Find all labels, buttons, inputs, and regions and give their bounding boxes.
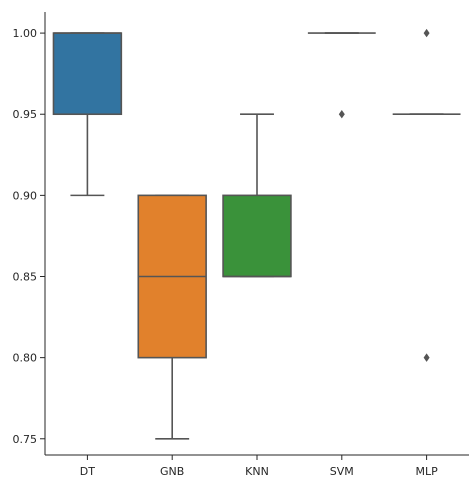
y-tick-label: 0.75 [13, 433, 38, 446]
outlier-svm-0 [338, 110, 345, 119]
box-knn [222, 113, 292, 278]
y-tick-label: 0.85 [13, 271, 38, 284]
box-dt [52, 32, 123, 197]
outlier-mlp-1 [423, 353, 430, 362]
box-rect-knn [222, 194, 292, 278]
outlier-mlp-0 [423, 28, 430, 38]
y-axis: 0.75 0.80 0.85 0.90 0.95 1.00 [13, 12, 46, 455]
y-tick-label: 0.95 [13, 108, 38, 121]
y-tick-label: 0.80 [13, 352, 38, 365]
box-gnb [137, 194, 207, 440]
x-tick-label-knn: KNN [245, 465, 269, 478]
box-svm [307, 32, 376, 119]
x-axis: DT GNB KNN SVM MLP [45, 454, 469, 478]
x-tick-label-dt: DT [80, 465, 95, 478]
x-tick-label-svm: SVM [330, 465, 354, 478]
x-tick-label-gnb: GNB [160, 465, 184, 478]
y-tick-label: 1.00 [13, 27, 38, 40]
x-tick-label-mlp: MLP [415, 465, 438, 478]
box-rect-dt [52, 32, 123, 116]
y-tick-label: 0.90 [13, 189, 38, 202]
plot-area [52, 28, 461, 440]
box-mlp [392, 28, 461, 362]
